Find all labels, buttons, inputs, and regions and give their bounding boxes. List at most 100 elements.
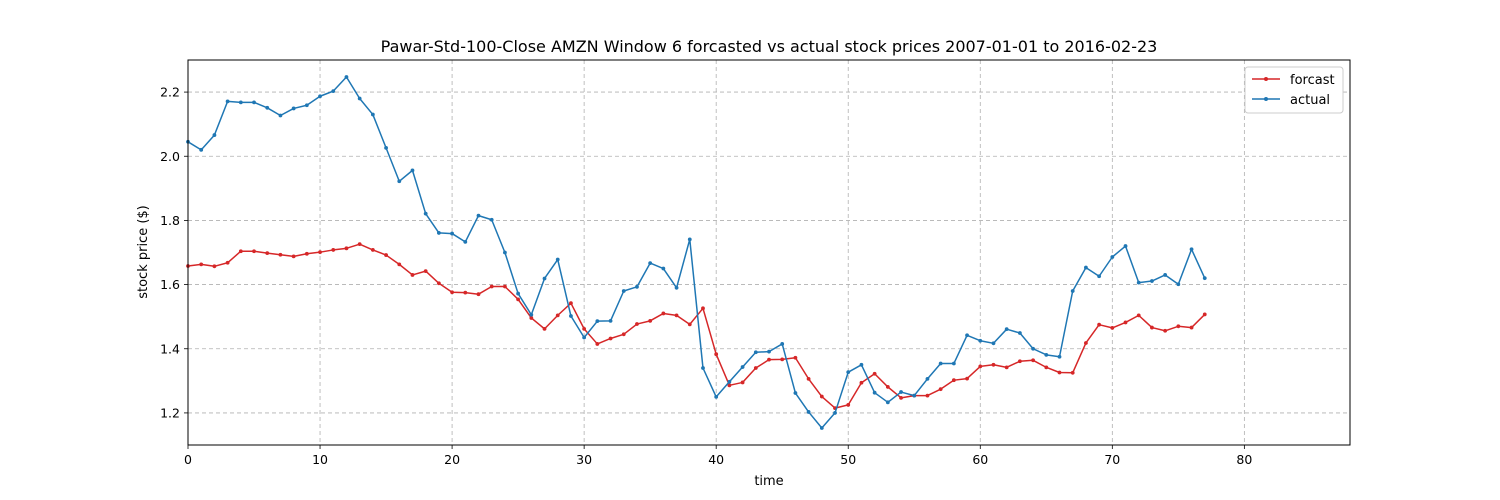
data-point-forcast [199, 262, 204, 267]
data-point-forcast [872, 371, 877, 376]
y-tick-label: 1.6 [160, 277, 180, 292]
data-point-forcast [819, 394, 824, 399]
legend-label-actual: actual [1290, 93, 1330, 108]
data-point-actual [582, 335, 587, 340]
x-tick-label: 20 [444, 452, 460, 467]
x-tick-label: 10 [312, 452, 328, 467]
data-point-forcast [542, 326, 547, 331]
data-point-actual [793, 391, 798, 395]
data-point-forcast [951, 378, 956, 383]
data-point-actual [991, 341, 996, 346]
x-tick-label: 50 [840, 452, 856, 467]
data-point-actual [503, 250, 507, 255]
data-point-forcast [304, 251, 309, 256]
data-point-actual [621, 289, 626, 293]
data-point-forcast [1202, 312, 1207, 317]
data-point-forcast [1084, 341, 1088, 345]
data-point-actual [331, 89, 336, 94]
data-point-actual [780, 342, 785, 346]
data-point-actual [661, 266, 666, 271]
data-point-actual [1070, 289, 1075, 293]
data-point-forcast [344, 246, 349, 251]
data-point-actual [833, 411, 837, 415]
y-tick-label: 2.0 [160, 149, 180, 164]
data-point-actual [1189, 247, 1194, 252]
data-point-actual [806, 410, 811, 414]
data-point-forcast [1044, 365, 1049, 370]
data-point-actual [1150, 279, 1154, 283]
data-point-actual [265, 105, 270, 110]
data-point-actual [357, 96, 362, 101]
data-point-actual [318, 94, 322, 99]
y-tick-label: 1.8 [160, 213, 180, 228]
data-point-actual [238, 100, 243, 105]
data-point-forcast [503, 284, 507, 289]
data-point-actual [450, 231, 454, 236]
data-point-actual [555, 257, 560, 262]
data-point-forcast [767, 357, 771, 362]
data-point-actual [1202, 276, 1207, 281]
data-point-forcast [212, 264, 217, 269]
x-tick-label: 70 [1104, 452, 1120, 467]
x-axis-label: time [754, 474, 783, 489]
plot-area-frame [187, 59, 1351, 446]
data-point-actual [978, 338, 983, 343]
chart-title: Pawar-Std-100-Close AMZN Window 6 forcas… [381, 37, 1158, 56]
data-point-forcast [265, 251, 270, 256]
data-point-forcast [846, 403, 851, 407]
data-point-forcast [291, 254, 296, 259]
data-point-actual [714, 394, 719, 399]
data-point-actual [1123, 244, 1128, 248]
data-point-actual [489, 217, 494, 222]
data-point-actual [291, 106, 296, 111]
data-point-forcast [885, 385, 890, 389]
data-point-forcast [357, 242, 362, 247]
data-point-actual [872, 390, 877, 395]
data-point-forcast [1123, 320, 1128, 325]
data-point-actual [199, 147, 204, 152]
data-point-actual [1084, 265, 1088, 270]
data-point-actual [384, 146, 388, 150]
data-point-actual [925, 377, 930, 381]
data-point-forcast [450, 290, 454, 295]
data-point-actual [938, 361, 943, 366]
data-point-forcast [899, 395, 903, 400]
data-point-actual [1136, 280, 1141, 285]
data-point-forcast [608, 336, 613, 341]
data-point-forcast [1017, 359, 1022, 364]
legend-label-forcast: forcast [1290, 73, 1335, 88]
legend-marker-actual [1264, 97, 1268, 101]
axis-ticks: 0 10 20 30 40 50 60 70 80 1.2 1.4 1.6 1.8 2.0 2.2 [160, 85, 1252, 467]
data-point-forcast [780, 357, 785, 362]
data-point-actual [1044, 352, 1049, 357]
data-point-actual [423, 211, 428, 216]
data-point-actual [1176, 282, 1181, 287]
data-point-forcast [489, 284, 494, 289]
series-line-forcast [187, 243, 1206, 409]
legend-marker-forcast [1264, 77, 1268, 81]
data-point-actual [436, 231, 441, 235]
data-point-forcast [1176, 324, 1181, 329]
data-point-actual [674, 285, 679, 290]
data-point-forcast [410, 273, 415, 277]
data-point-forcast [436, 281, 441, 286]
y-tick-label: 1.2 [160, 405, 180, 420]
data-point-forcast [1004, 365, 1009, 370]
y-tick-label: 1.4 [160, 341, 180, 356]
data-point-forcast [278, 252, 283, 257]
series-line-actual [187, 76, 1206, 429]
data-point-forcast [687, 322, 692, 327]
data-point-actual [951, 361, 956, 366]
data-point-forcast [595, 342, 600, 346]
data-point-forcast [1136, 313, 1141, 318]
data-point-actual [899, 390, 903, 394]
y-tick-label: 2.2 [160, 85, 180, 100]
data-point-actual [252, 100, 256, 105]
data-point-actual [1004, 327, 1009, 332]
data-point-forcast [463, 290, 468, 295]
data-point-forcast [938, 387, 943, 392]
data-point-forcast [965, 376, 969, 381]
data-point-actual [304, 103, 309, 108]
data-point-actual [476, 213, 481, 218]
data-point-actual [516, 291, 521, 296]
